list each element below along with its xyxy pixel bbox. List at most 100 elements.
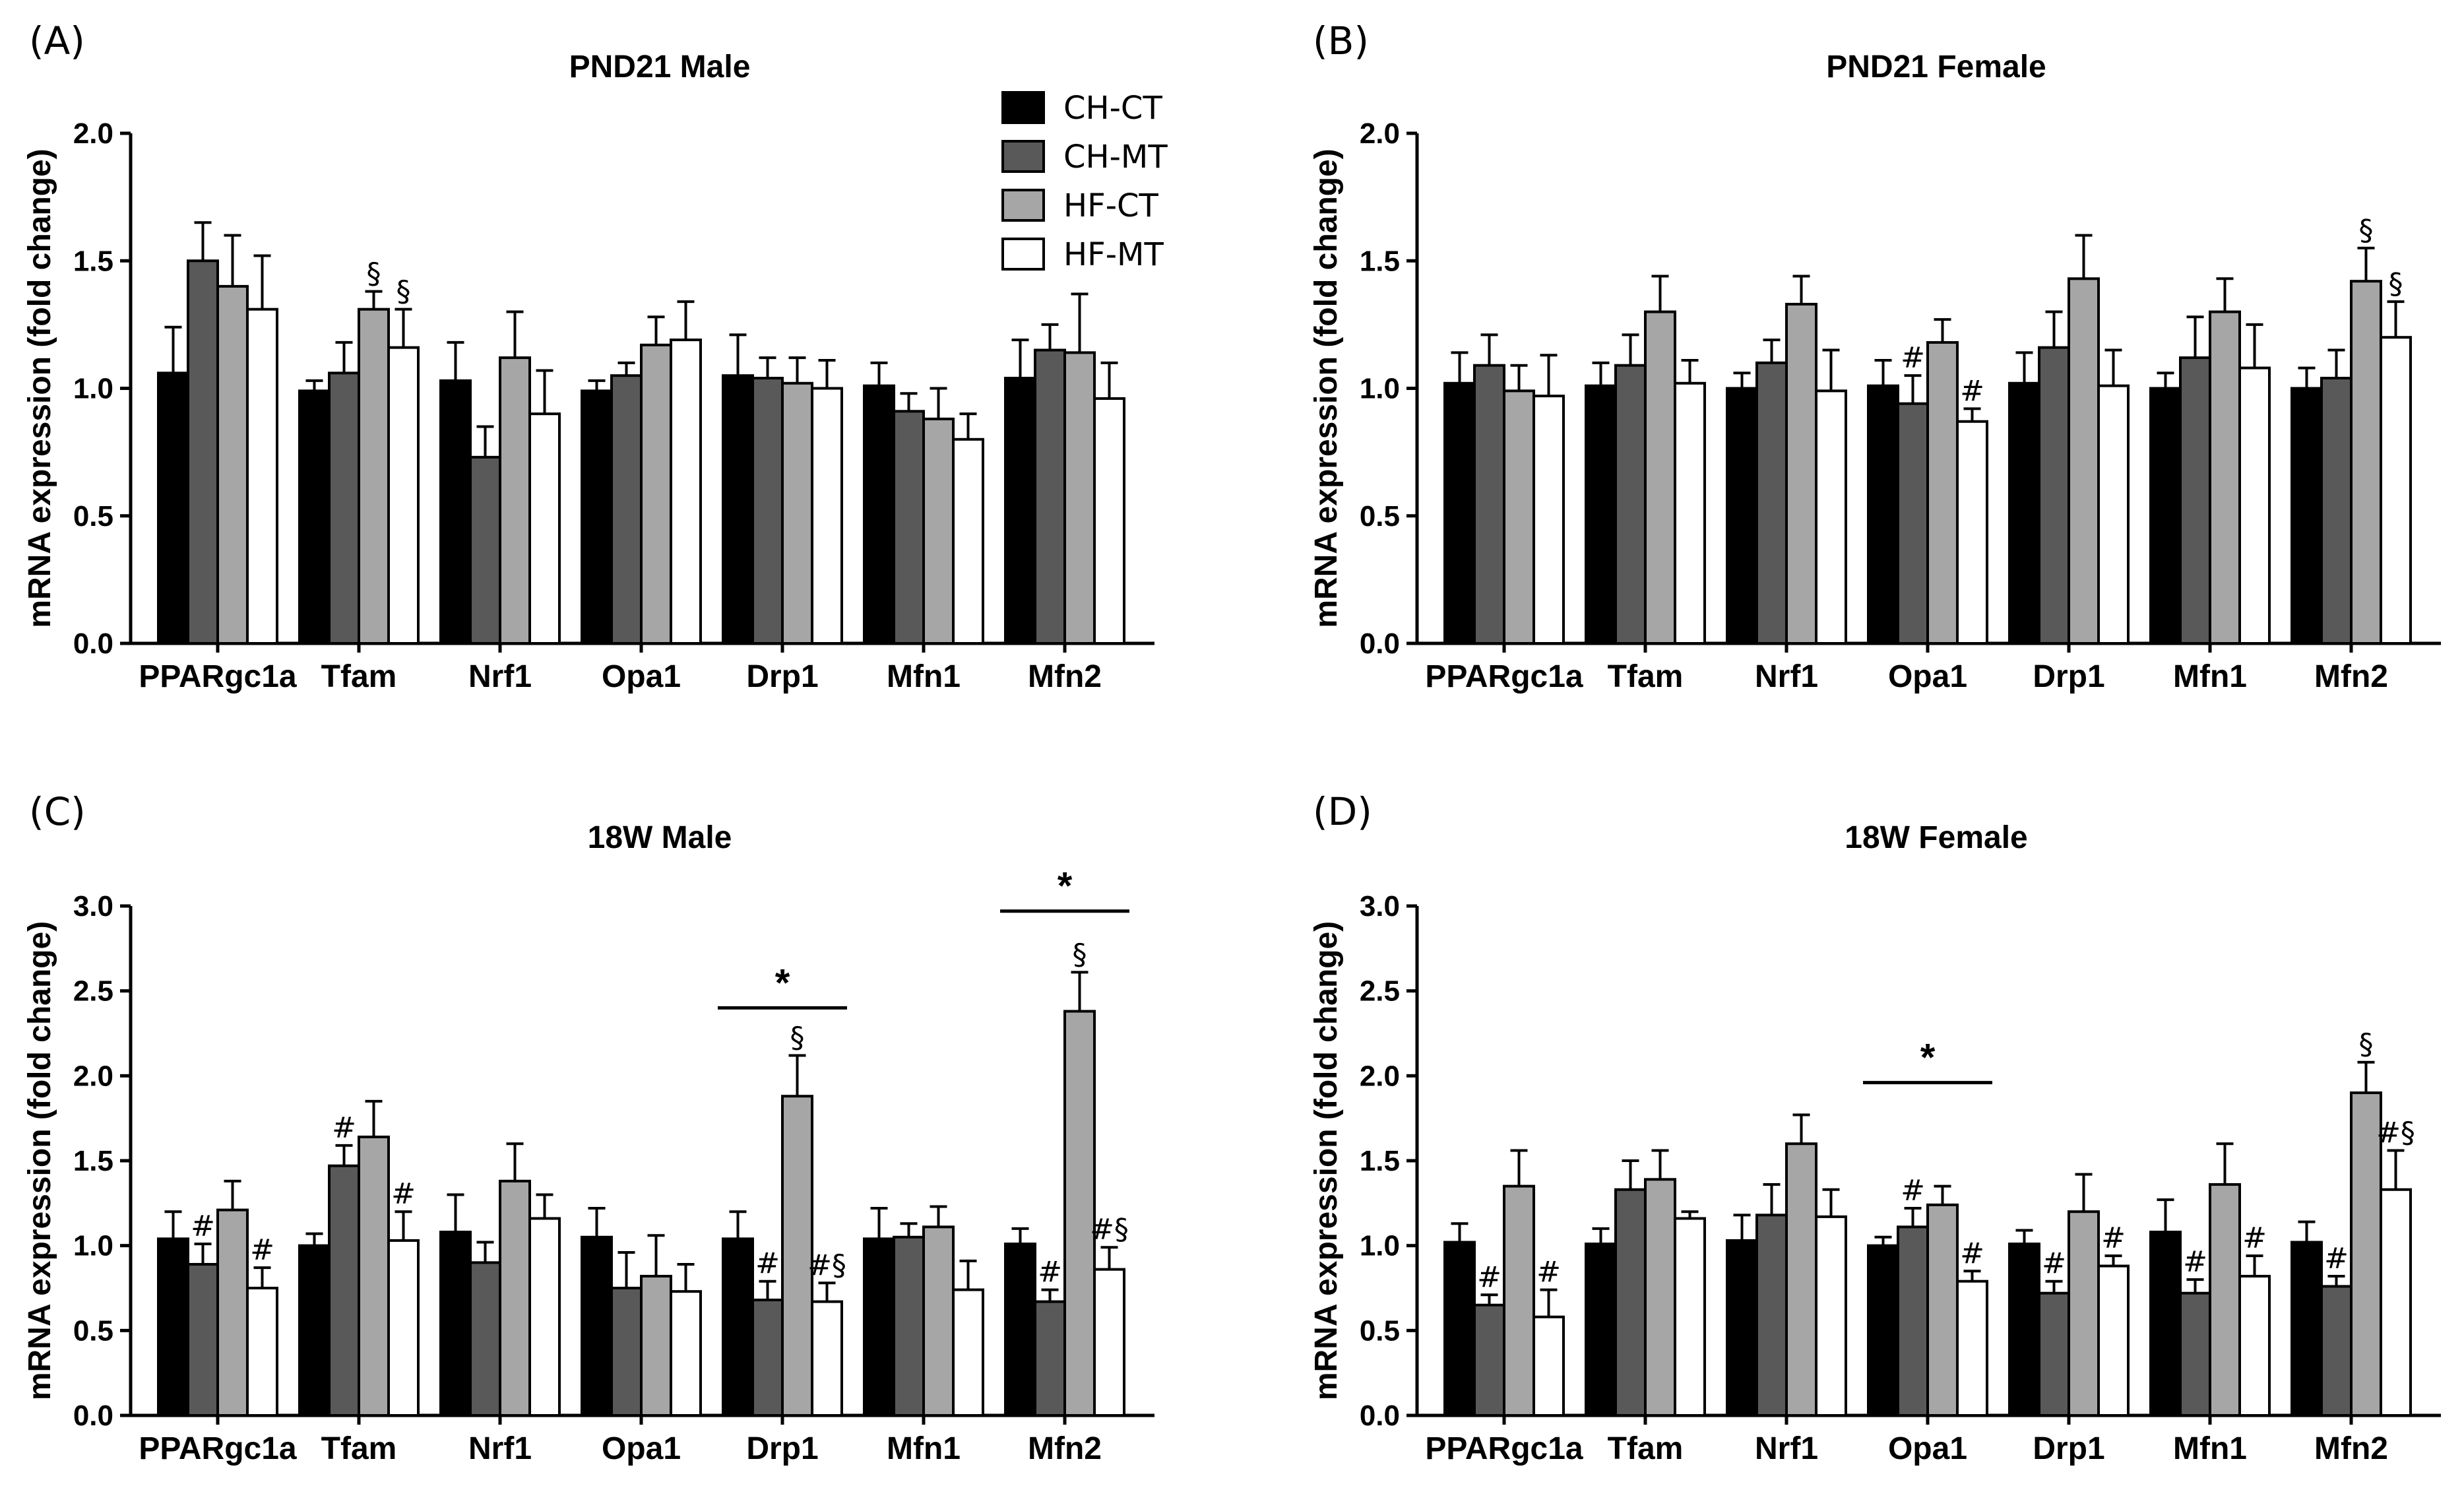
panel-c-x-tick-label: PPARgc1a [139, 1431, 297, 1466]
panel-a-y-tick-label: 2.0 [73, 117, 113, 150]
panel-d-x-tick-label: Mfn1 [2173, 1431, 2247, 1466]
panel-a-y-axis-label: mRNA expression (fold change) [22, 148, 57, 628]
panel-b-bar-ch-mt-drp1 [2038, 346, 2070, 645]
panel-c-bar-hf-mt-opa1 [670, 1290, 702, 1417]
panel-c-bar-ch-ct-mfn1 [863, 1237, 895, 1417]
panel-a-bar-ch-mt-opa1 [610, 374, 643, 645]
panel-b-x-tick-label: Opa1 [1888, 659, 1967, 694]
panel-d-x-tick-label: Opa1 [1888, 1431, 1967, 1466]
panel-a-y-tick-label: 1.5 [73, 245, 113, 277]
panel-c-significance-mark: § [790, 1021, 805, 1054]
panel-c-significance-mark: #§ [807, 1248, 846, 1282]
panel-c-bar-ch-ct-ppargc1a [157, 1237, 189, 1417]
panel-c-y-tick-label: 0.5 [73, 1314, 113, 1347]
panel-d-significance-mark: § [2359, 1028, 2374, 1062]
panel-b-bar-ch-mt-nrf1 [1755, 361, 1788, 645]
panel-c-bar-hf-ct-ppargc1a [216, 1208, 249, 1417]
panel-b-bar-ch-mt-mfn2 [2320, 377, 2353, 645]
panel-a-bar-ch-mt-nrf1 [469, 455, 501, 645]
panel-d-bar-hf-mt-ppargc1a [1532, 1315, 1565, 1417]
panel-c-bar-hf-mt-ppargc1a [246, 1287, 278, 1417]
panel-c-x-tick-label: Mfn2 [1028, 1431, 1102, 1466]
panel-c-bar-hf-mt-nrf1 [528, 1217, 561, 1417]
panel-b-x-tick-label: Mfn1 [2173, 659, 2247, 694]
panel-c-bar-hf-ct-tfam [358, 1135, 390, 1417]
panel-b-bar-hf-ct-nrf1 [1785, 302, 1817, 645]
legend-swatch-ch-mt [1001, 140, 1045, 173]
panel-a-x-tick-label: Opa1 [602, 659, 681, 694]
panel-a-bar-hf-ct-drp1 [781, 381, 813, 645]
panel-d-significance-mark: # [2183, 1245, 2207, 1279]
panel-d-significance-mark: # [2324, 1242, 2349, 1276]
panel-d-bar-ch-mt-drp1 [2038, 1291, 2070, 1417]
panel-b-bar-hf-mt-mfn2 [2380, 336, 2412, 645]
legend-label-ch-mt: CH-MT [1063, 139, 1168, 176]
panel-d-significance-mark: # [2042, 1247, 2066, 1281]
panel-a-bar-ch-mt-ppargc1a [187, 259, 219, 645]
panel-a-bar-ch-mt-mfn1 [893, 410, 925, 645]
panel-d-bar-hf-mt-drp1 [2097, 1264, 2130, 1417]
panel-d-significance-mark: #§ [2376, 1116, 2415, 1150]
panel-a-bar-ch-mt-drp1 [751, 377, 784, 645]
panel-c-bar-hf-ct-mfn1 [922, 1225, 955, 1417]
panel-d-bar-hf-ct-mfn1 [2209, 1183, 2241, 1417]
panel-d-bar-hf-mt-nrf1 [1815, 1215, 1847, 1417]
panel-a-bar-hf-ct-tfam [358, 307, 390, 645]
panel-c-bar-ch-ct-opa1 [581, 1235, 613, 1417]
panel-d-significance-mark: # [1536, 1256, 1561, 1289]
panel-d-significance-mark: # [1901, 1174, 1925, 1208]
panel-a-bar-hf-ct-mfn1 [922, 417, 955, 645]
panel-d-y-tick-label: 0.5 [1360, 1314, 1400, 1347]
panel-c-significance-mark: #§ [1090, 1213, 1129, 1246]
panel-c-bar-ch-mt-mfn1 [893, 1235, 925, 1417]
panel-a-bar-hf-ct-ppargc1a [216, 284, 249, 645]
panel-d-bar-hf-ct-drp1 [2068, 1210, 2100, 1417]
panel-c-x-tick-label: Opa1 [602, 1431, 681, 1466]
panel-c-significance-mark: # [191, 1210, 215, 1243]
panel-b-bar-hf-ct-tfam [1644, 310, 1676, 645]
panel-b-bar-ch-ct-drp1 [2008, 381, 2040, 645]
panel-c-label: (C) [29, 789, 86, 834]
panel-c-bar-ch-mt-drp1 [751, 1299, 784, 1417]
panel-c-title: 18W Male [588, 820, 732, 855]
panel-a-significance-mark: § [367, 257, 381, 291]
panel-a-bar-ch-ct-opa1 [581, 389, 613, 645]
panel-d-bar-ch-mt-ppargc1a [1473, 1303, 1505, 1417]
panel-d-y-tick-label: 2.5 [1360, 975, 1400, 1008]
panel-a-bar-hf-mt-ppargc1a [246, 307, 278, 645]
panel-c-bar-hf-ct-nrf1 [499, 1179, 531, 1417]
panel-a-label: (A) [29, 18, 85, 63]
panel-b-bar-hf-ct-mfn1 [2209, 310, 2241, 645]
panel-b-bar-ch-ct-nrf1 [1726, 387, 1758, 645]
panel-a-bar-hf-mt-tfam [387, 346, 420, 645]
panel-a-x-tick-label: Tfam [321, 659, 397, 694]
legend-swatch-ch-ct [1001, 91, 1045, 124]
panel-a-x-tick-label: Nrf1 [468, 659, 532, 694]
panel-d-y-tick-label: 1.5 [1360, 1145, 1400, 1177]
panel-d-title: 18W Female [1845, 820, 2027, 855]
panel-d-label: (D) [1313, 789, 1372, 834]
panel-d-bar-hf-ct-tfam [1644, 1178, 1676, 1417]
panel-d-bar-hf-mt-mfn1 [2238, 1274, 2271, 1417]
panel-a-bar-ch-mt-mfn2 [1034, 348, 1066, 645]
panel-c-bar-ch-mt-nrf1 [469, 1261, 501, 1417]
panel-b-bar-hf-mt-nrf1 [1815, 389, 1847, 645]
panel-a-bar-hf-mt-mfn2 [1093, 397, 1125, 645]
panel-d-bar-hf-mt-tfam [1674, 1217, 1706, 1417]
panel-a-bar-ch-ct-drp1 [722, 374, 754, 645]
panel-b-bar-ch-ct-ppargc1a [1443, 381, 1476, 645]
panel-d-x-tick-label: Tfam [1608, 1431, 1684, 1466]
panel-a-bar-hf-ct-nrf1 [499, 356, 531, 645]
panel-c-x-tick-label: Drp1 [746, 1431, 818, 1466]
legend: CH-CT CH-MT HF-CT HF-MT [1001, 90, 1168, 273]
panel-c-significance-mark: # [332, 1111, 356, 1145]
panel-c-bar-hf-ct-mfn2 [1063, 1010, 1096, 1417]
panel-b-bar-ch-mt-opa1 [1897, 402, 1929, 645]
panel-b-bar-hf-ct-mfn2 [2350, 280, 2382, 645]
panel-a-bar-hf-mt-nrf1 [528, 412, 561, 645]
panel-d-bar-ch-mt-tfam [1614, 1188, 1647, 1417]
panel-c-y-tick-label: 2.5 [73, 975, 113, 1008]
panel-b-significance-mark: # [1901, 341, 1925, 375]
panel-c-x-tick-label: Tfam [321, 1431, 397, 1466]
panel-b-bar-ch-ct-mfn1 [2149, 387, 2182, 645]
